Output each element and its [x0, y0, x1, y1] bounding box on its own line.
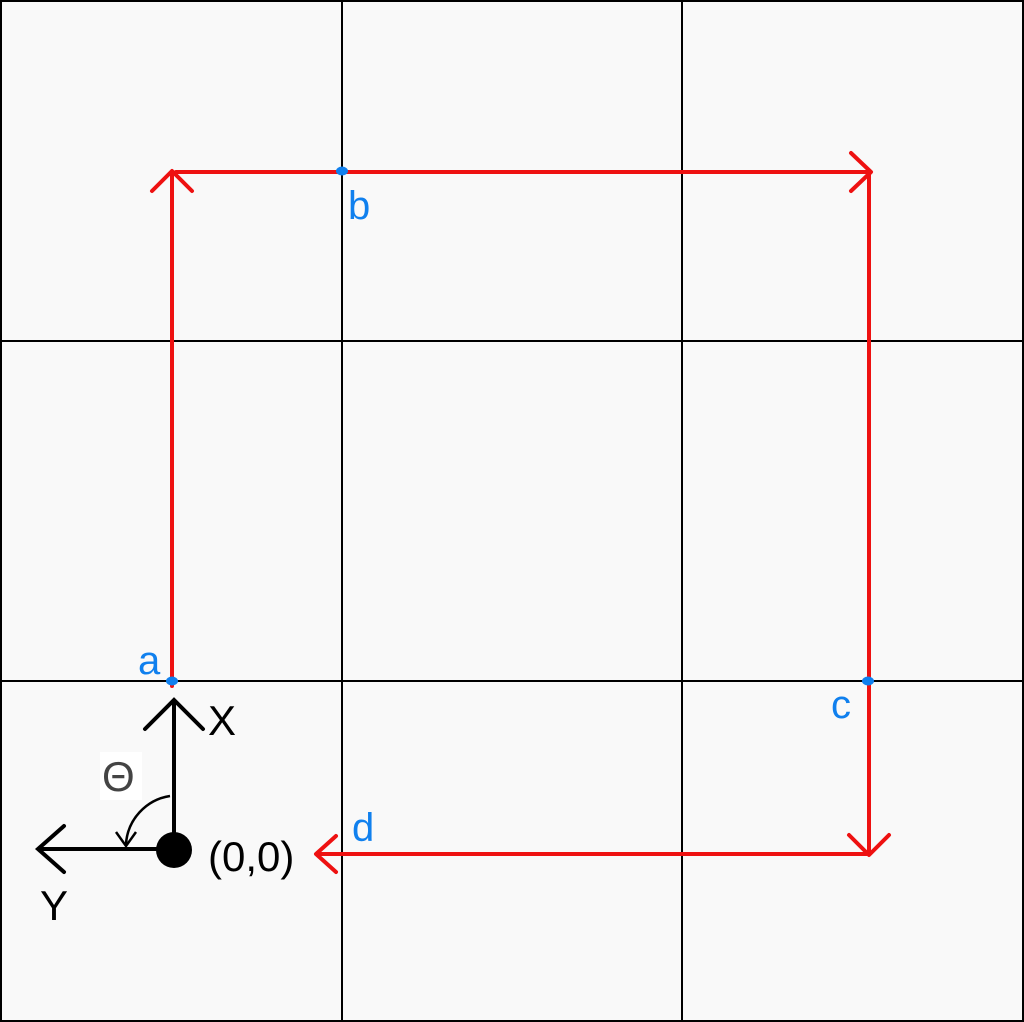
- theta-arc: [124, 794, 171, 845]
- route-arrowhead-left: [314, 834, 338, 874]
- coordinate-frame: Θ X Y (0,0): [34, 697, 294, 929]
- waypoint-b-label: b: [348, 184, 370, 228]
- x-axis-label: X: [208, 697, 236, 744]
- origin-dot: [156, 832, 192, 868]
- route: [150, 151, 891, 874]
- route-arrowhead-up: [150, 169, 194, 193]
- waypoint-a-dot: [166, 676, 178, 686]
- x-axis-arrowhead: [143, 697, 205, 731]
- y-axis-label: Y: [40, 882, 68, 929]
- waypoint-c-label: c: [831, 683, 851, 727]
- waypoint-b-dot: [336, 166, 348, 176]
- theta-arc-arrowhead: [114, 831, 138, 849]
- theta-label-background: [100, 752, 142, 800]
- waypoint-c-dot: [862, 676, 874, 686]
- waypoint-a-label: a: [138, 639, 161, 683]
- waypoint-d-label: d: [352, 806, 374, 850]
- y-axis-arrowhead: [34, 824, 66, 874]
- origin-label: (0,0): [208, 833, 294, 880]
- waypoints: a b c d: [138, 166, 874, 850]
- theta-label: Θ: [102, 753, 135, 800]
